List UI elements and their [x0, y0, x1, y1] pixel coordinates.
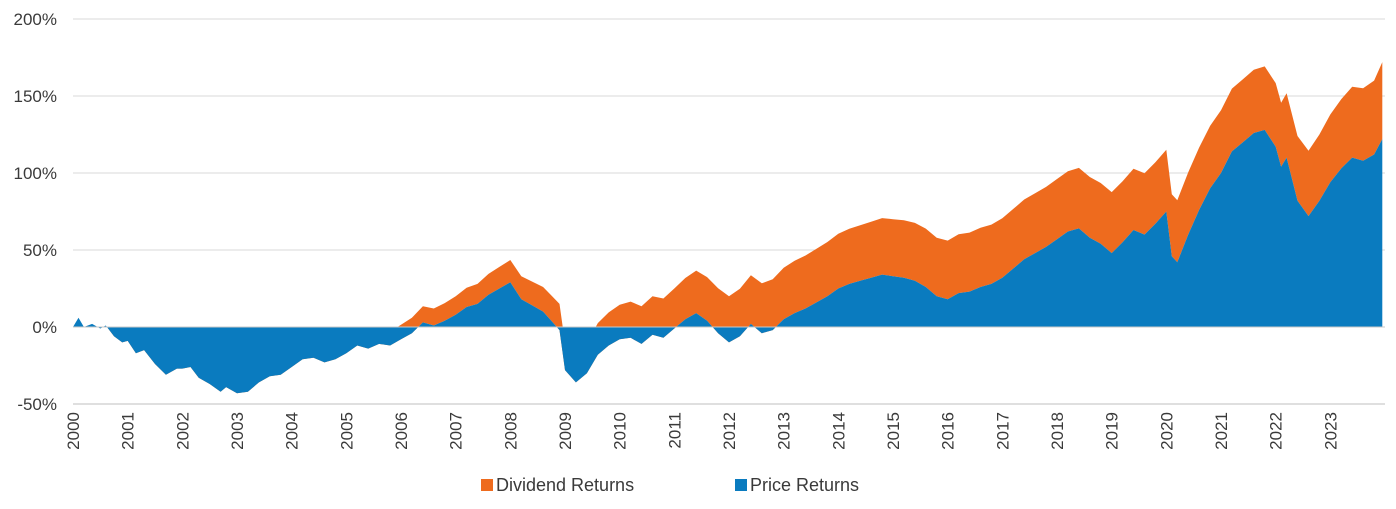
y-tick-label: 100% — [14, 164, 57, 183]
axes — [73, 326, 1385, 405]
x-tick-label: 2020 — [1157, 412, 1176, 450]
x-tick-label: 2012 — [720, 412, 739, 450]
y-axis-tick-labels: -50% 0% 50% 100% 150% 200% — [14, 10, 57, 414]
x-tick-label: 2015 — [884, 412, 903, 450]
x-tick-label: 2003 — [228, 412, 247, 450]
legend-swatch — [735, 479, 747, 491]
x-tick-label: 2017 — [993, 412, 1012, 450]
legend-label: Dividend Returns — [496, 475, 634, 495]
x-tick-label: 2005 — [337, 412, 356, 450]
x-tick-label: 2018 — [1048, 412, 1067, 450]
legend: Dividend Returns Price Returns — [481, 475, 859, 495]
x-tick-label: 2002 — [173, 412, 192, 450]
y-tick-label: -50% — [17, 395, 57, 414]
area-series — [73, 62, 1383, 394]
x-tick-label: 2010 — [611, 412, 630, 450]
x-tick-label: 2022 — [1267, 412, 1286, 450]
x-axis-tick-labels: 2000 2001 2002 2003 2004 2005 2006 2007 2008 2009… — [64, 412, 1340, 450]
price-returns-area — [73, 129, 1383, 394]
x-tick-label: 2007 — [447, 412, 466, 450]
x-tick-label: 2004 — [283, 412, 302, 450]
x-tick-label: 2011 — [665, 412, 684, 449]
y-tick-label: 50% — [23, 241, 57, 260]
y-tick-label: 150% — [14, 87, 57, 106]
y-tick-label: 200% — [14, 10, 57, 29]
x-tick-label: 2013 — [775, 412, 794, 450]
x-tick-label: 2019 — [1103, 412, 1122, 450]
x-tick-label: 2000 — [64, 412, 83, 450]
x-tick-label: 2016 — [939, 412, 958, 450]
legend-swatch — [481, 479, 493, 491]
y-tick-label: 0% — [32, 318, 57, 337]
x-tick-label: 2008 — [501, 412, 520, 450]
x-tick-label: 2006 — [392, 412, 411, 450]
x-tick-label: 2023 — [1321, 412, 1340, 450]
x-tick-label: 2009 — [556, 412, 575, 450]
legend-label: Price Returns — [750, 475, 859, 495]
x-tick-label: 2014 — [829, 412, 848, 450]
x-tick-label: 2001 — [119, 412, 138, 450]
x-tick-label: 2021 — [1212, 412, 1231, 450]
